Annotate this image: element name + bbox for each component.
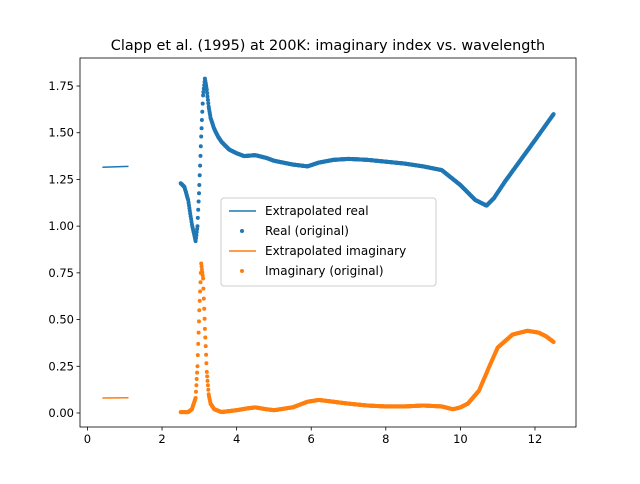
scatter-point <box>206 383 210 387</box>
scatter-point <box>201 90 205 94</box>
legend-label: Real (original) <box>265 224 349 238</box>
scatter-point <box>195 371 199 375</box>
x-tick-label: 6 <box>308 432 315 446</box>
scatter-point <box>198 173 202 177</box>
scatter-point <box>205 91 209 95</box>
scatter-point <box>199 280 203 284</box>
chart-title: Clapp et al. (1995) at 200K: imaginary i… <box>111 38 545 54</box>
scatter-point <box>552 340 556 344</box>
scatter-point <box>202 307 206 311</box>
legend-label: Extrapolated imaginary <box>265 244 406 258</box>
scatter-point <box>204 353 208 357</box>
scatter-point <box>195 377 199 381</box>
legend-marker-swatch <box>240 229 244 233</box>
scatter-point <box>199 135 203 139</box>
legend-label: Imaginary (original) <box>265 264 384 278</box>
scatter-point <box>206 101 210 105</box>
scatter-point <box>200 110 204 114</box>
scatter-point <box>204 344 208 348</box>
y-tick-label: 0.00 <box>48 406 74 420</box>
scatter-point <box>194 396 198 400</box>
x-tick-label: 0 <box>84 432 91 446</box>
scatter-point <box>197 319 201 323</box>
y-tick-label: 0.25 <box>48 359 74 373</box>
scatter-point <box>204 361 208 365</box>
scatter-point <box>199 154 203 158</box>
legend-label: Extrapolated real <box>265 204 369 218</box>
legend-marker-swatch <box>240 269 244 273</box>
scatter-point <box>206 95 210 99</box>
scatter-point <box>197 308 201 312</box>
scatter-point <box>197 331 201 335</box>
y-tick-label: 1.25 <box>48 172 74 186</box>
y-tick-label: 1.50 <box>48 126 74 140</box>
scatter-point <box>202 297 206 301</box>
scatter-point <box>205 374 209 378</box>
scatter-point <box>197 183 201 187</box>
scatter-point <box>197 200 201 204</box>
scatter-point <box>196 208 200 212</box>
scatter-point <box>196 342 200 346</box>
scatter-point <box>203 317 207 321</box>
scatter-point <box>194 390 198 394</box>
scatter-point <box>201 287 205 291</box>
scatter-point <box>203 336 207 340</box>
y-tick-label: 0.75 <box>48 266 74 280</box>
scatter-point <box>198 290 202 294</box>
x-tick-label: 8 <box>382 432 389 446</box>
y-tick-label: 1.00 <box>48 219 74 233</box>
scatter-point <box>198 164 202 168</box>
scatter-point <box>201 102 205 106</box>
x-tick-label: 10 <box>453 432 468 446</box>
scatter-point <box>196 364 200 368</box>
scatter-point <box>196 216 200 220</box>
x-tick-label: 2 <box>158 432 165 446</box>
scatter-point <box>201 277 205 281</box>
scatter-point <box>206 379 210 383</box>
series-line-0 <box>102 166 128 167</box>
scatter-point <box>197 191 201 195</box>
scatter-point <box>198 299 202 303</box>
scatter-point <box>196 353 200 357</box>
scatter-point <box>203 327 207 331</box>
x-tick-label: 4 <box>233 432 240 446</box>
scatter-point <box>200 118 204 122</box>
x-tick-label: 12 <box>528 432 543 446</box>
scatter-point <box>200 126 204 130</box>
scatter-point <box>194 383 198 387</box>
scatter-point <box>201 93 205 97</box>
y-tick-label: 1.75 <box>48 79 74 93</box>
y-tick-label: 0.50 <box>48 313 74 327</box>
legend: Extrapolated real Real (original) Extrapol… <box>221 198 436 286</box>
scatter-point <box>552 112 556 116</box>
scatter-point <box>196 224 200 228</box>
scatter-point <box>206 388 210 392</box>
scatter-point <box>199 144 203 148</box>
scatter-point <box>205 370 209 374</box>
